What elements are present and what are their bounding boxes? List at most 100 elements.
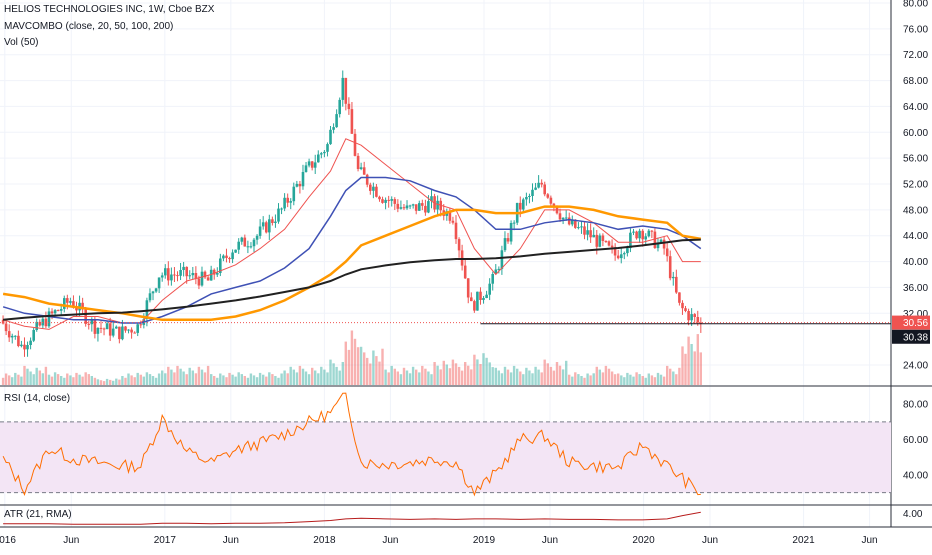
volume-bar [194, 373, 198, 385]
legend-ma-combo[interactable]: MAVCOMBO (close, 20, 50, 100, 200) [4, 21, 174, 32]
support-price-label: 30.38 [903, 332, 928, 343]
volume-bar [249, 373, 253, 385]
volume-bar [669, 368, 672, 385]
candle-body [414, 204, 418, 211]
volume-bar [283, 370, 286, 385]
candle-body [203, 271, 207, 278]
volume-bar [335, 366, 338, 385]
time-axis-tick: Jun [542, 535, 558, 546]
volume-bar [191, 370, 194, 385]
candle-body [650, 230, 654, 232]
last-price-label: 30.56 [903, 318, 928, 329]
candle-body [384, 199, 387, 203]
volume-bar [650, 375, 654, 385]
legend-volume[interactable]: Vol (50) [4, 37, 39, 48]
volume-bar [687, 336, 690, 385]
candle-body [283, 197, 286, 209]
volume-bar [662, 376, 666, 385]
volume-bar [176, 365, 179, 385]
volume-bar [38, 370, 41, 385]
candle-body [274, 221, 277, 223]
ma-line-ma20 [2, 138, 701, 330]
volume-bar [473, 354, 476, 385]
volume-bar [8, 375, 11, 385]
price-axis-tick: 52.00 [903, 180, 928, 191]
volume-bar [433, 362, 436, 385]
volume-bar [142, 376, 145, 385]
volume-bar [320, 366, 323, 385]
candle-body [586, 230, 589, 235]
legend-atr[interactable]: ATR (21, RMA) [4, 509, 72, 520]
volume-bar [592, 373, 595, 385]
candle-body [638, 230, 641, 239]
candle-body [497, 268, 501, 270]
candle-body [87, 323, 91, 325]
volume-bar [50, 376, 54, 385]
volume-bar [534, 366, 537, 385]
candle-body [653, 231, 657, 248]
candle-body [252, 239, 256, 247]
candle-body [105, 323, 109, 330]
volume-bar [63, 377, 66, 385]
candle-body [534, 187, 537, 190]
candle-body [356, 155, 360, 169]
candle-body [537, 182, 540, 188]
volume-bar [203, 372, 207, 385]
candle-body [332, 127, 335, 130]
candle-body [696, 317, 700, 323]
volume-bar [96, 379, 100, 385]
volume-bar [44, 366, 48, 385]
candle-body [234, 249, 237, 253]
candle-body [133, 332, 136, 334]
volume-bar [185, 374, 188, 385]
volume-bar [421, 365, 424, 385]
candle-body [408, 205, 412, 207]
candle-body [571, 219, 574, 225]
candle-body [47, 311, 51, 327]
volume-bar [75, 372, 78, 385]
volume-bar [690, 344, 693, 385]
candle-body [577, 227, 580, 229]
volume-bar [20, 376, 23, 385]
candle-body [200, 271, 204, 286]
candle-body [561, 217, 565, 220]
volume-bar [375, 356, 378, 385]
candle-body [69, 301, 72, 303]
candle-body [93, 319, 97, 334]
candle-body [127, 329, 130, 331]
candle-body [610, 245, 614, 248]
candle-body [148, 293, 152, 301]
volume-bar [644, 377, 647, 385]
candle-body [255, 235, 259, 240]
legend-symbol[interactable]: HELIOS TECHNOLOGIES INC, 1W, Cboe BZX [4, 4, 215, 15]
volume-bar [292, 369, 295, 385]
candle-body [157, 277, 161, 289]
candle-body [519, 202, 522, 210]
candle-body [601, 235, 605, 241]
candle-body [72, 301, 75, 308]
candle-body [197, 278, 201, 286]
volume-bar [561, 369, 565, 385]
volume-bar [216, 377, 219, 385]
volume-bar [369, 363, 372, 385]
legend-rsi[interactable]: RSI (14, close) [4, 393, 71, 404]
candle-body [280, 208, 283, 210]
candle-body [359, 167, 363, 169]
volume-bar [372, 350, 375, 385]
volume-bar [280, 373, 283, 385]
volume-bar [415, 369, 418, 385]
volume-bar [598, 369, 601, 385]
time-axis-tick: Jun [382, 535, 398, 546]
volume-bar [589, 375, 592, 385]
volume-bar [109, 379, 112, 385]
candle-body [29, 340, 32, 345]
rsi-band [0, 421, 891, 493]
volume-bar [424, 368, 427, 385]
time-axis-tick: Jun [702, 535, 718, 546]
candle-body [427, 201, 430, 213]
volume-bar [311, 367, 314, 385]
volume-bar [381, 348, 384, 385]
candle-body [323, 151, 326, 154]
